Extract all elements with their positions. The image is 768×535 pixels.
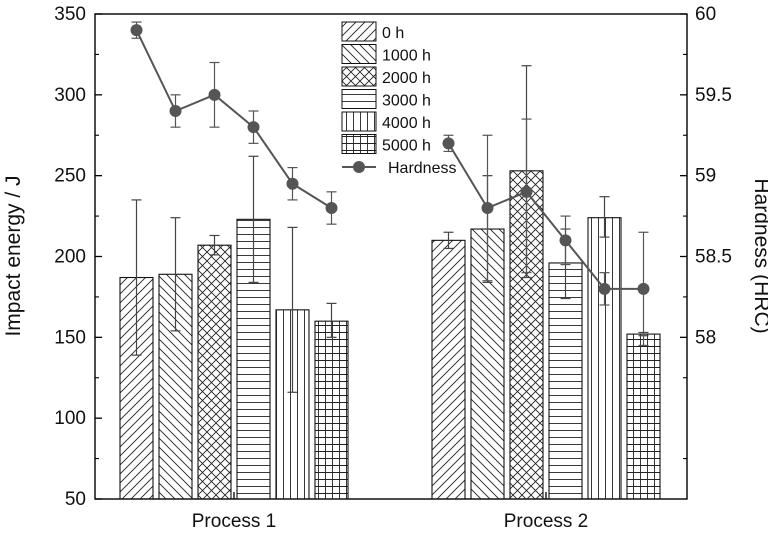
- legend-label: 0 h: [382, 25, 404, 42]
- bar: [587, 217, 622, 500]
- legend-label: 4000 h: [382, 115, 431, 132]
- hardness-point: [208, 88, 221, 101]
- x-axis-ticks: Process 1 Process 2: [192, 492, 588, 532]
- hardness-point: [169, 105, 182, 117]
- bar: [236, 218, 271, 500]
- left-tick-label: 50: [65, 489, 86, 510]
- legend-swatch: [341, 134, 377, 154]
- left-tick-label: 150: [54, 327, 86, 348]
- hardness-point: [481, 202, 494, 214]
- hardness-line: [447, 142, 644, 290]
- legend-swatch: [341, 89, 377, 109]
- bar: [197, 244, 232, 500]
- x-tick-label: Process 1: [192, 511, 276, 532]
- bar: [314, 320, 349, 500]
- legend-swatch: [341, 66, 377, 87]
- legend-swatch: [341, 21, 377, 42]
- x-tick-label: Process 2: [504, 511, 588, 532]
- legend-label: 2000 h: [382, 70, 431, 87]
- legend-hardness-marker: [353, 161, 365, 173]
- left-tick-label: 250: [54, 166, 86, 187]
- right-tick-label: 58.5: [695, 247, 732, 268]
- bar: [431, 239, 466, 500]
- left-tick-label: 350: [54, 4, 86, 25]
- hardness-point: [130, 24, 143, 37]
- right-tick-label: 59.5: [695, 85, 732, 106]
- legend-swatch: [341, 111, 377, 132]
- legend-label: Hardness: [388, 160, 456, 177]
- hardness-line: [135, 29, 333, 209]
- legend-label: 5000 h: [382, 138, 431, 155]
- right-tick-label: 59: [695, 166, 716, 187]
- bars-layer: [119, 170, 661, 500]
- left-tick-label: 100: [54, 408, 86, 429]
- hardness-point: [247, 121, 260, 134]
- hardness-point: [442, 137, 455, 150]
- bar: [626, 333, 661, 500]
- legend-swatch: [341, 44, 377, 64]
- hardness-point: [598, 282, 611, 295]
- bar: [548, 262, 583, 500]
- hardness-point: [286, 177, 299, 190]
- hardness-point: [559, 234, 572, 247]
- right-axis-ticks: 58 58.5 59 59.5 60: [680, 4, 732, 460]
- left-axis-ticks: 50 100 150 200 250 300 350: [54, 4, 102, 510]
- left-tick-label: 300: [54, 85, 86, 106]
- right-tick-label: 58: [695, 327, 716, 348]
- hardness-point: [325, 202, 338, 214]
- legend-label: 3000 h: [382, 93, 431, 110]
- left-tick-label: 200: [54, 247, 86, 268]
- left-axis-label: Impact energy / J: [2, 175, 25, 336]
- right-axis-label: Hardness (HRC): [750, 178, 768, 333]
- right-tick-label: 60: [695, 4, 716, 25]
- hardness-layer: [130, 21, 650, 347]
- legend: 0 h 1000 h 2000 h 3000 h 4000 h 5000 h Hardnes…: [341, 21, 456, 177]
- hardness-point: [520, 185, 533, 198]
- legend-label: 1000 h: [382, 48, 431, 65]
- hardness-point: [637, 282, 650, 295]
